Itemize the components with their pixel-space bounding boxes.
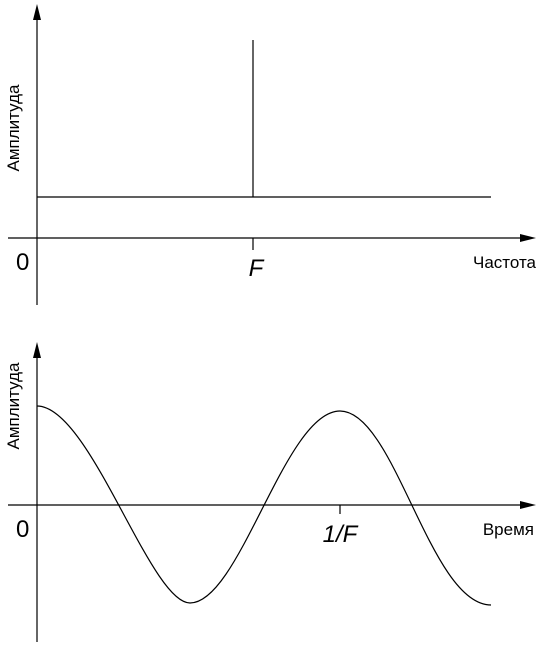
bottom-origin-label: 0 <box>16 516 29 543</box>
top-tick-label: F <box>249 255 265 282</box>
bottom-tick-label: 1/F <box>323 521 359 548</box>
bottom-y-axis-label: Амплитуда <box>4 362 23 449</box>
bottom-y-axis-arrow <box>33 342 41 358</box>
waveform-curve <box>36 405 492 606</box>
bottom-x-axis-arrow <box>520 501 536 509</box>
spectrum-plot: Амплитуда 0 F Частота <box>4 4 537 305</box>
bottom-x-axis-label: Время <box>483 520 534 539</box>
waveform-plot: Амплитуда 0 1/F Время <box>4 342 536 642</box>
top-origin-label: 0 <box>16 249 29 276</box>
top-x-axis-label: Частота <box>473 253 537 272</box>
top-y-axis-label: Амплитуда <box>4 84 23 171</box>
top-x-axis-arrow <box>520 234 536 242</box>
top-y-axis-arrow <box>33 4 41 20</box>
